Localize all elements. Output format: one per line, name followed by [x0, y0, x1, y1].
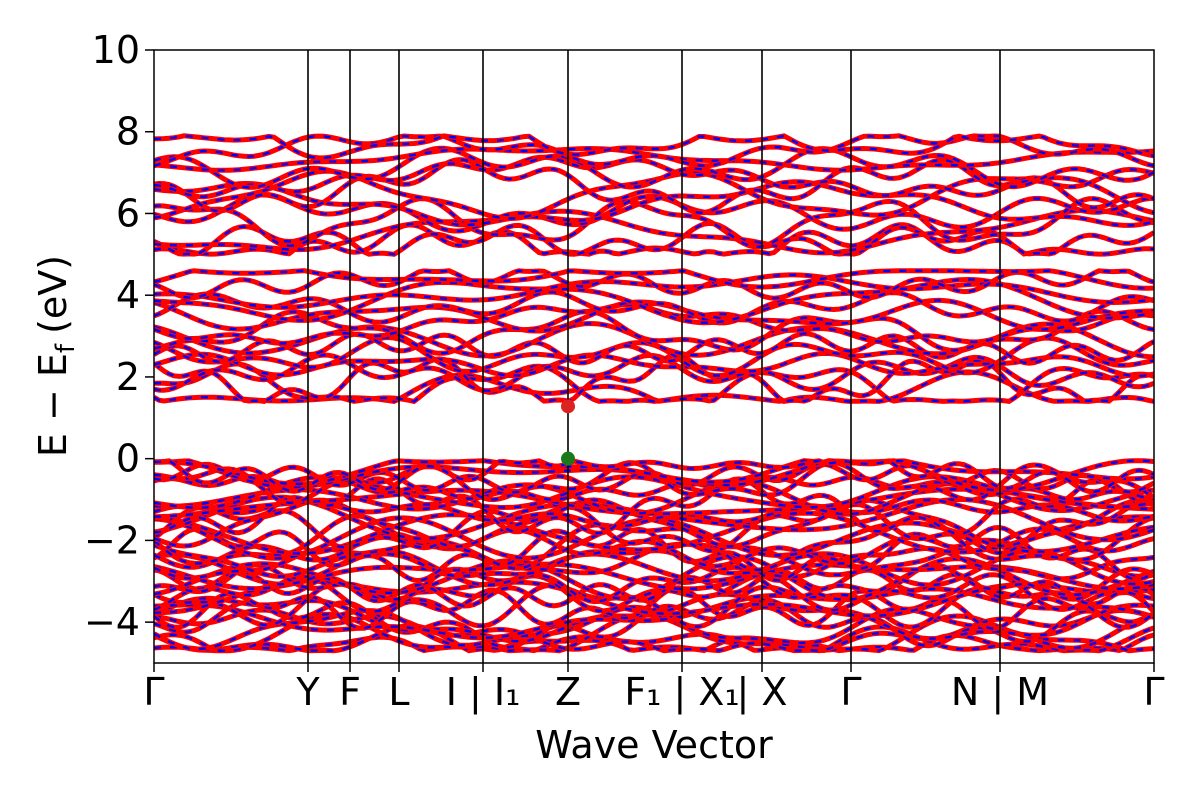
y-tick-label: 6 [116, 191, 140, 235]
x-tick-label: Γ [143, 670, 164, 714]
plot-frame [153, 49, 1155, 664]
y-axis-title-main: E − E [31, 353, 75, 457]
band-line-spin-up [154, 586, 1154, 630]
vbm-marker [561, 451, 575, 466]
band-line-spin-up [154, 278, 1154, 324]
band-edge-markers [561, 399, 575, 466]
y-tick-label: 0 [116, 437, 140, 481]
band-line-spin-up [154, 147, 1154, 189]
x-tick-label: Γ [1143, 670, 1164, 714]
band-line-spin-down [154, 289, 1154, 326]
band-line-spin-up [154, 633, 1154, 652]
band-line-spin-up [154, 459, 1154, 492]
band-line-spin-up [154, 332, 1154, 365]
band-line-spin-up [154, 134, 1154, 160]
x-tick-label: | X [737, 670, 788, 715]
band-line-spin-up [154, 180, 1154, 227]
band-line-spin-up [154, 511, 1154, 555]
band-line-spin-up [154, 158, 1154, 214]
x-tick-label: Γ [840, 670, 861, 714]
band-line-spin-up [154, 598, 1154, 649]
band-line-spin-down [154, 500, 1154, 556]
x-axis-title: Wave Vector [535, 723, 773, 767]
band-line-spin-up [154, 461, 1154, 505]
band-line-spin-up [154, 197, 1154, 249]
cbm-marker [561, 399, 575, 414]
x-tick-label: I | I₁ [446, 670, 521, 715]
band-line-spin-up [154, 303, 1154, 345]
band-line-spin-up [154, 477, 1154, 535]
band-line-spin-up [154, 475, 1154, 501]
band-line-spin-down [154, 458, 1154, 495]
y-axis-ticks: 10 8 6 4 2 0 −2 −4 [84, 28, 154, 644]
band-line-spin-down [154, 207, 1154, 256]
y-tick-label: 10 [92, 28, 140, 72]
band-line-spin-up [154, 193, 1154, 233]
band-line-spin-up [154, 563, 1154, 603]
band-line-spin-up [154, 475, 1154, 509]
band-line-spin-up [154, 134, 1154, 168]
band-line-spin-up [154, 608, 1154, 652]
y-tick-label: −2 [84, 518, 140, 562]
band-line-spin-up [154, 155, 1154, 198]
x-tick-label: Y [295, 670, 320, 714]
x-tick-label: N | M [951, 670, 1049, 715]
band-line-spin-up [154, 498, 1154, 528]
band-line-spin-down [154, 586, 1154, 641]
x-tick-label: Z [555, 670, 581, 714]
band-line-spin-up [154, 269, 1154, 300]
x-tick-label: F [339, 670, 361, 714]
y-tick-label: 2 [116, 355, 140, 399]
x-tick-label: F₁ | X₁ [624, 670, 739, 715]
y-axis-title: E − Ef (eV) [31, 255, 81, 457]
y-tick-label: 4 [116, 273, 140, 317]
band-line-spin-down [154, 458, 1154, 487]
band-line-spin-down [154, 268, 1154, 291]
y-axis-title-unit: (eV) [31, 255, 75, 334]
band-line-spin-up [154, 624, 1154, 652]
band-line-spin-up [154, 352, 1154, 378]
x-tick-label: L [388, 670, 409, 714]
band-line-spin-up [154, 568, 1154, 608]
bands-layer [154, 133, 1154, 654]
y-axis-title-sub: f [51, 343, 81, 353]
y-tick-label: 8 [116, 110, 140, 154]
y-tick-label: −4 [84, 600, 140, 644]
high-symmetry-lines [307, 50, 1001, 663]
band-line-spin-down [154, 548, 1154, 588]
